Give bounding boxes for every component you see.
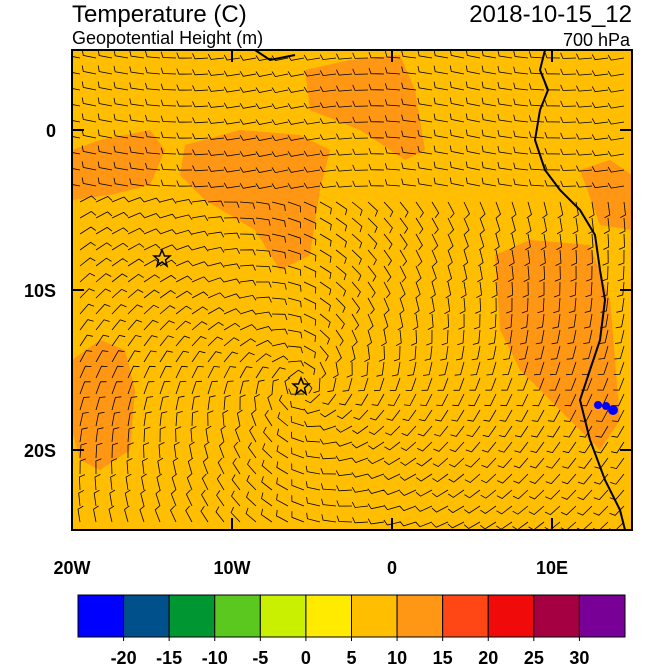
colorbar-label: 20 xyxy=(478,648,498,667)
x-tick-label: 0 xyxy=(387,558,397,578)
patch xyxy=(580,160,632,230)
colorbar-box xyxy=(305,594,352,638)
x-tick-label: 10E xyxy=(536,558,568,578)
colorbar-box xyxy=(351,594,398,638)
colorbar-box xyxy=(487,594,535,638)
y-tick-label: 0 xyxy=(46,121,56,141)
colorbar-label: 30 xyxy=(569,648,589,667)
colorbar-label: 10 xyxy=(387,648,407,667)
subtitle: Geopotential Height (m) xyxy=(72,28,263,48)
star xyxy=(152,248,172,268)
colorbar-label: -20 xyxy=(111,648,137,667)
colorbar-box xyxy=(214,594,261,638)
colorbar-box xyxy=(77,594,125,638)
y-tick-label: 10S xyxy=(24,281,56,301)
wind-barbs xyxy=(72,50,626,530)
y-tick-label: 20S xyxy=(24,441,56,461)
colorbar-label: -15 xyxy=(156,648,182,667)
map xyxy=(72,50,632,530)
colorbar-box xyxy=(533,594,580,638)
colorbar-label: -5 xyxy=(252,648,268,667)
patch xyxy=(305,55,425,160)
colorbar-label: 0 xyxy=(301,648,311,667)
coastline xyxy=(254,50,296,62)
colorbar-box xyxy=(442,594,489,638)
patch xyxy=(180,130,330,270)
colorbar-box xyxy=(578,594,626,638)
colorbar-label: 25 xyxy=(524,648,544,667)
colorbar-box xyxy=(123,594,170,638)
patch xyxy=(495,240,620,450)
title: Temperature (C) xyxy=(72,1,247,28)
x-tick-label: 10W xyxy=(213,558,250,578)
colorbar-label: -10 xyxy=(202,648,228,667)
spot xyxy=(602,402,610,410)
stars xyxy=(152,248,311,396)
cold-spot xyxy=(594,401,618,415)
spot xyxy=(594,401,602,409)
x-tick-label: 20W xyxy=(53,558,90,578)
patch xyxy=(72,130,165,200)
date: 2018-10-15_12 xyxy=(469,1,632,28)
level: 700 hPa xyxy=(563,30,631,50)
spot xyxy=(608,405,618,415)
coastline xyxy=(533,50,626,530)
colorbar-box xyxy=(259,594,307,638)
patch xyxy=(72,340,135,470)
colorbar-box xyxy=(396,594,444,638)
star xyxy=(291,376,311,396)
colorbar-box xyxy=(168,594,216,638)
warm-patches xyxy=(72,55,632,470)
colorbar-label: 15 xyxy=(433,648,453,667)
colorbar-label: 5 xyxy=(346,648,356,667)
